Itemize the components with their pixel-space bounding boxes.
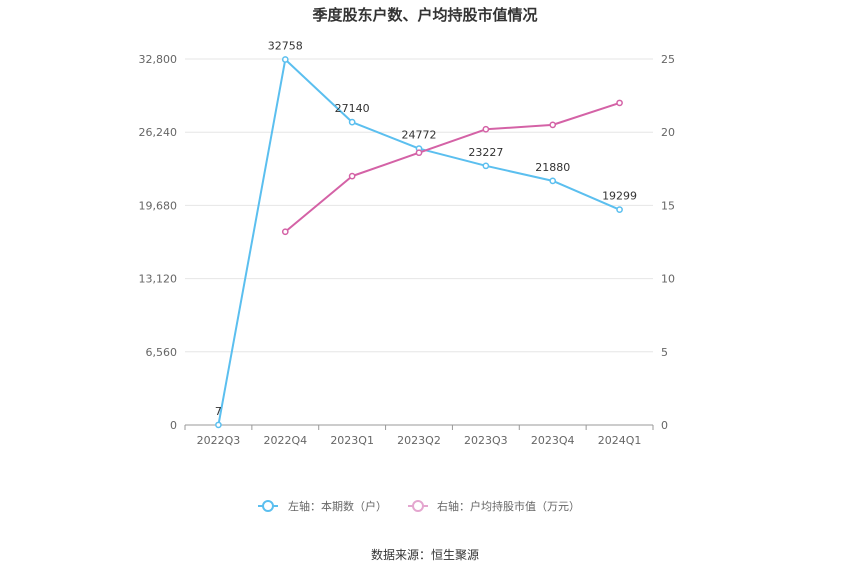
left-axis-tick-label: 0 (170, 419, 177, 432)
data-label: 7 (215, 405, 222, 418)
series-line-0 (217, 58, 620, 426)
series-lines (215, 56, 623, 429)
right-axis-tick-label: 25 (661, 53, 675, 66)
x-axis-tick-label: 2022Q3 (197, 434, 241, 447)
series-point-1 (482, 125, 490, 133)
axes: 0 6,560 13,120 19,680 26,240 32,800 0 5 10 15 20 25… (139, 53, 676, 447)
series-point-0 (281, 56, 289, 63)
series-point-0 (549, 177, 557, 185)
legend-label: 右轴：户均持股市值（万元） (437, 499, 580, 513)
left-axis-tick-label: 19,680 (139, 199, 178, 212)
right-axis-tick-label: 0 (661, 419, 668, 432)
series-point-1 (549, 121, 557, 129)
source-note: 数据来源：恒生聚源 (371, 547, 479, 562)
series-point-1 (415, 149, 423, 157)
data-label: 32758 (268, 39, 303, 52)
left-axis-tick-label: 13,120 (139, 273, 178, 286)
data-labels: 7 32758 27140 24772 23227 21880 19299 (215, 39, 637, 417)
series-point-1 (281, 228, 289, 236)
data-label: 27140 (335, 102, 370, 115)
series-point-0 (616, 206, 623, 214)
series-point-0 (215, 421, 222, 429)
left-axis-tick-label: 6,560 (146, 346, 178, 359)
right-axis-tick-label: 20 (661, 126, 675, 139)
legend[interactable]: 左轴：本期数（户） 右轴：户均持股市值（万元） (258, 499, 580, 513)
legend-item-0[interactable]: 左轴：本期数（户） (258, 499, 387, 513)
left-axis-tick-label: 26,240 (139, 126, 178, 139)
legend-marker (412, 500, 424, 512)
series-point-1 (348, 172, 356, 180)
chart-title: 季度股东户数、户均持股市值情况 (312, 6, 537, 24)
x-axis-tick-label: 2023Q1 (330, 434, 374, 447)
grid-lines (185, 58, 653, 353)
right-axis-tick-label: 5 (661, 346, 668, 359)
data-label: 19299 (602, 190, 637, 203)
x-axis-tick-label: 2023Q3 (464, 434, 508, 447)
legend-item-1[interactable]: 右轴：户均持股市值（万元） (408, 499, 580, 513)
data-label: 23227 (468, 146, 503, 159)
series-point-0 (482, 162, 490, 170)
right-axis-tick-label: 10 (661, 273, 675, 286)
x-axis-tick-label: 2023Q2 (397, 434, 441, 447)
left-axis-tick-label: 32,800 (139, 53, 178, 66)
x-axis-tick-label: 2024Q1 (598, 434, 642, 447)
x-axis-tick-label: 2023Q4 (531, 434, 575, 447)
series-point-1 (616, 99, 623, 107)
data-label: 21880 (535, 161, 570, 174)
series-line-1 (284, 101, 620, 233)
series-point-0 (348, 118, 356, 126)
legend-marker (262, 500, 274, 512)
x-axis-tick-label: 2022Q4 (263, 434, 307, 447)
data-label: 24772 (402, 129, 437, 142)
right-axis-tick-label: 15 (661, 199, 675, 212)
legend-label: 左轴：本期数（户） (288, 499, 387, 513)
